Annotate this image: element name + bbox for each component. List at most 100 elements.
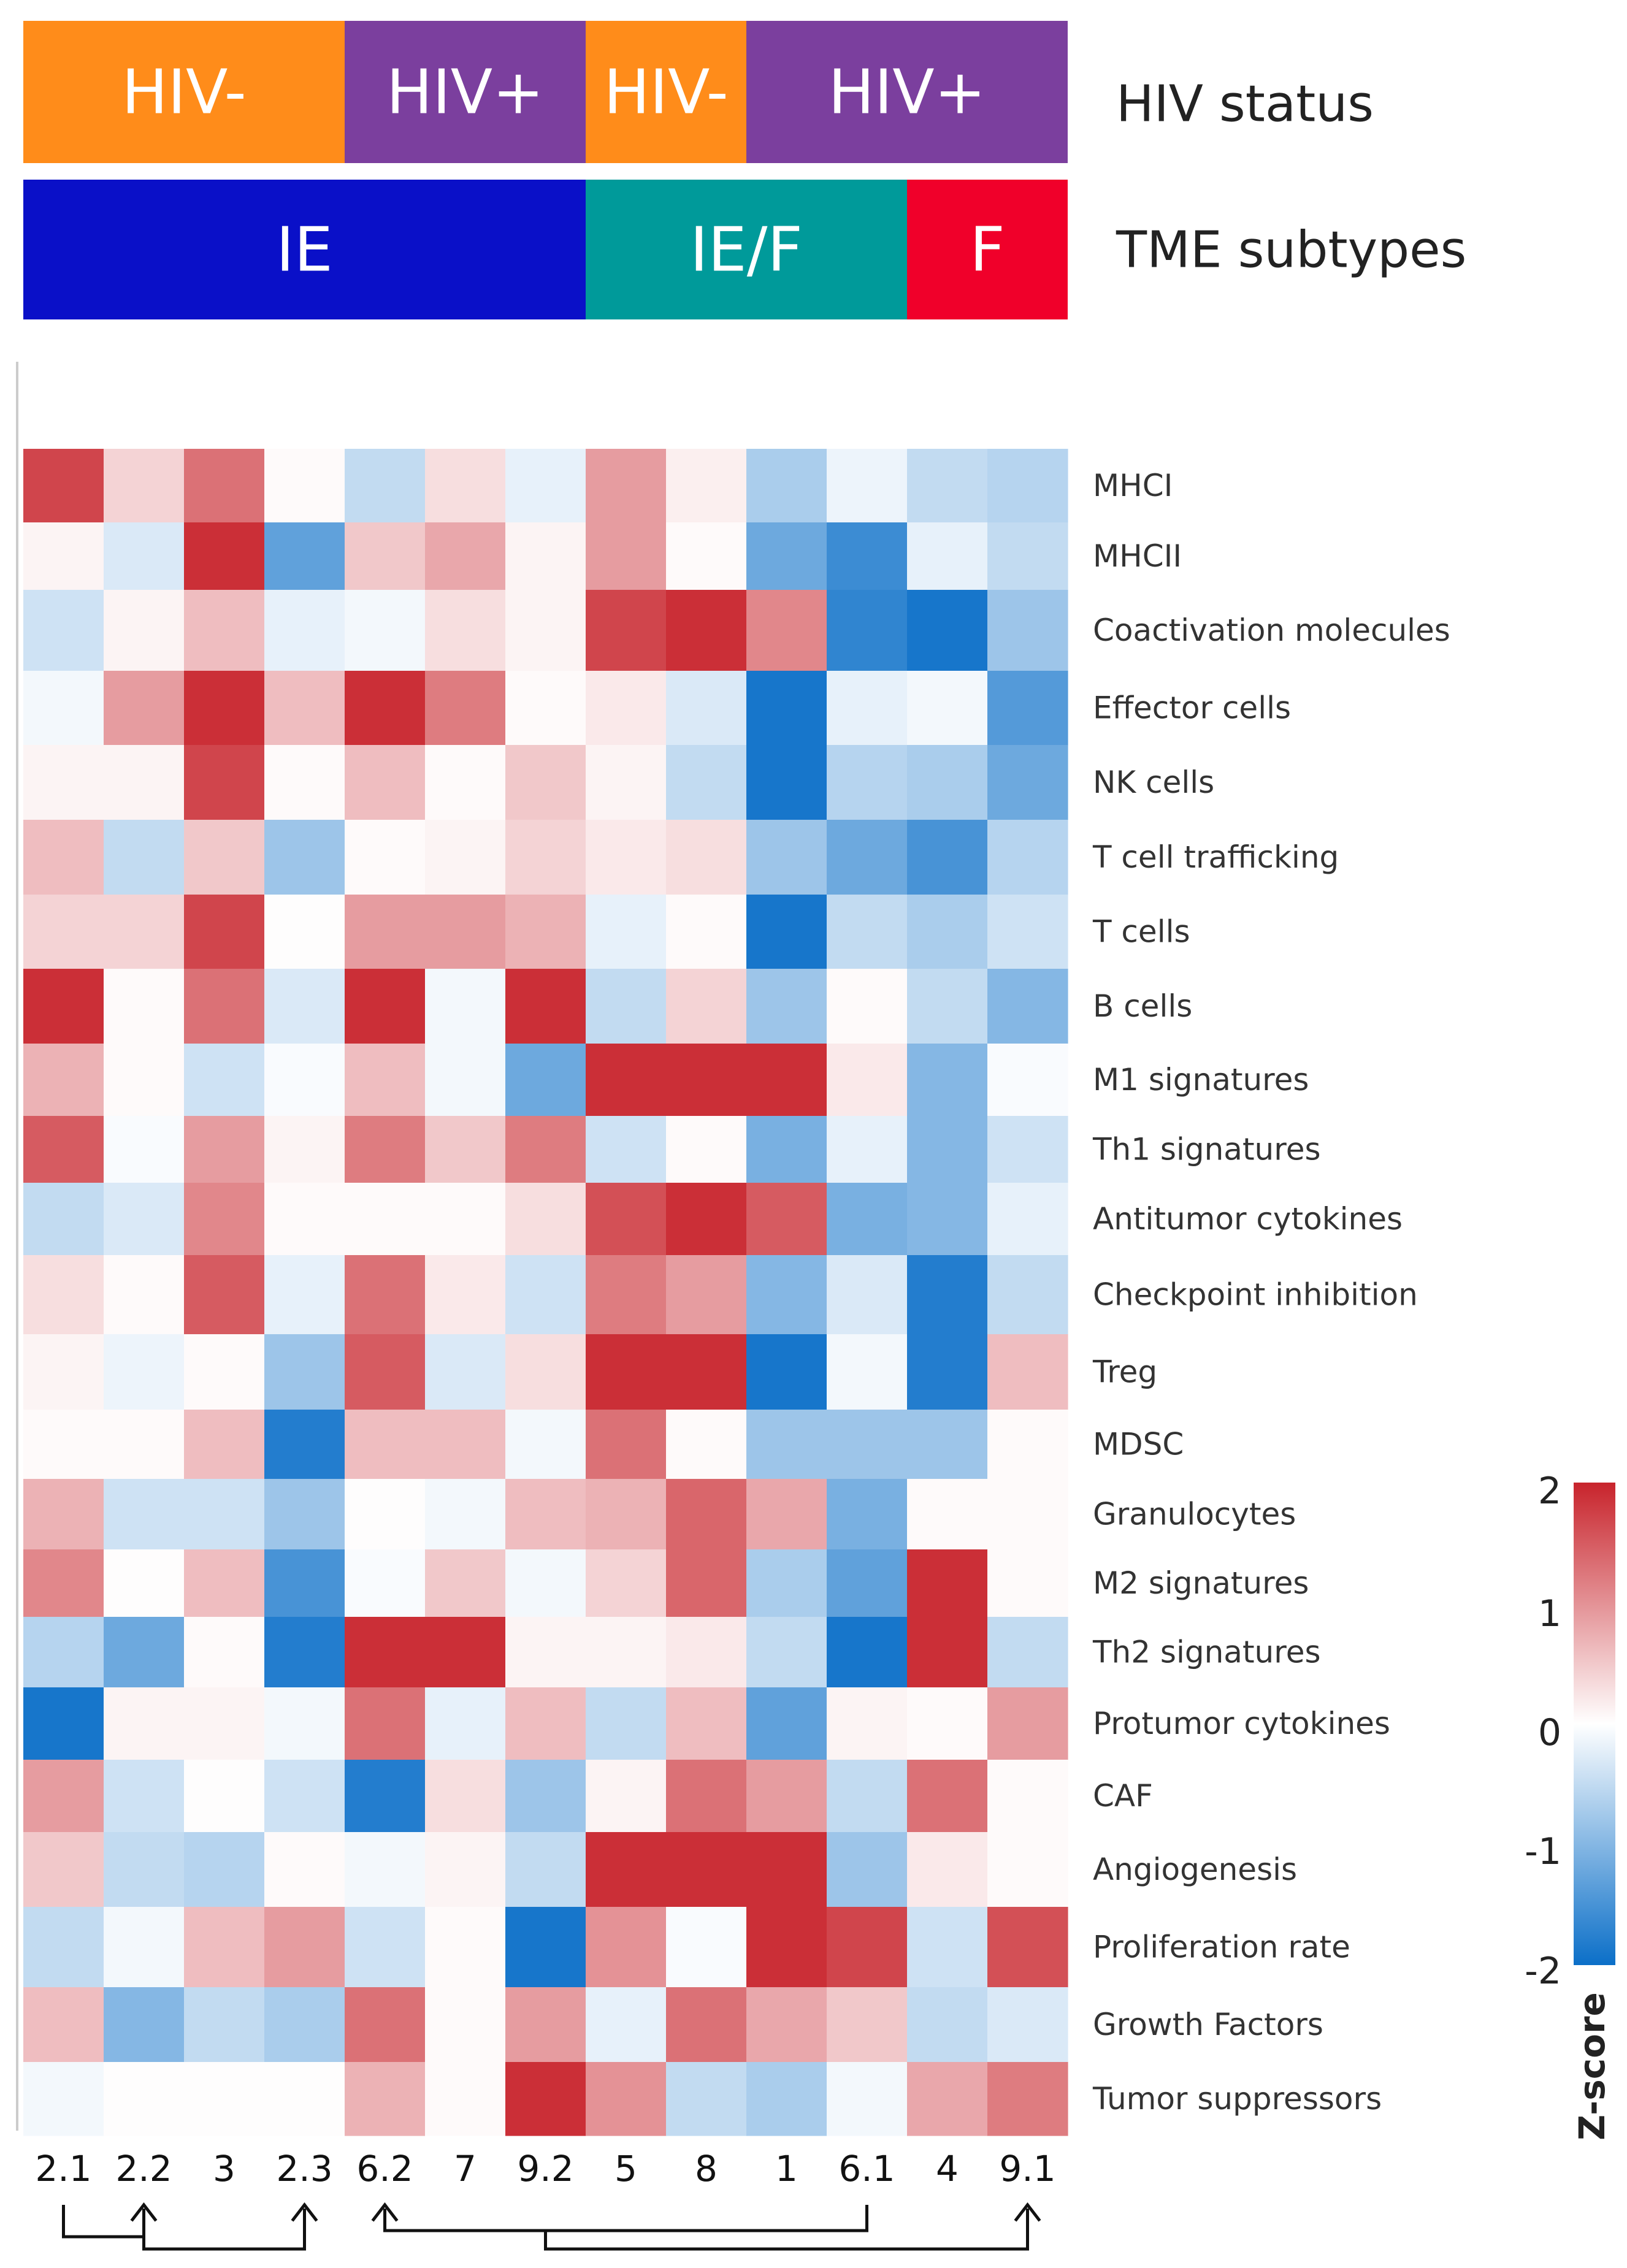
heatmap-cell bbox=[586, 522, 667, 590]
heatmap-cell bbox=[827, 1987, 908, 2063]
heatmap-cell bbox=[264, 1479, 345, 1550]
heatmap-cell bbox=[184, 1907, 265, 1988]
heatmap-cell bbox=[746, 1044, 827, 1117]
heatmap-cell bbox=[104, 449, 185, 523]
connector-6-1-6-2 bbox=[383, 2205, 868, 2232]
heatmap-cell bbox=[425, 820, 506, 895]
heatmap-cell bbox=[907, 895, 988, 969]
heatmap-cell bbox=[827, 895, 908, 969]
heatmap-cell bbox=[746, 1183, 827, 1256]
heatmap-cell bbox=[746, 1410, 827, 1480]
heatmap-cell bbox=[666, 1617, 747, 1688]
heatmap-cell bbox=[666, 969, 747, 1044]
column-label: 4 bbox=[936, 2148, 959, 2190]
heatmap-cell bbox=[184, 1044, 265, 1117]
heatmap-cell bbox=[907, 449, 988, 523]
heatmap-cell bbox=[184, 590, 265, 671]
annotation-segment-label: IE/F bbox=[690, 214, 803, 286]
heatmap-cell bbox=[505, 1617, 586, 1688]
annotation-segment-label: HIV- bbox=[121, 56, 246, 128]
heatmap-cell bbox=[104, 2062, 185, 2136]
heatmap-cell bbox=[987, 522, 1068, 590]
colorbar-gradient bbox=[1574, 1483, 1615, 1965]
heatmap-cell bbox=[586, 1044, 667, 1117]
column-label: 6.1 bbox=[838, 2148, 895, 2190]
heatmap-cell bbox=[827, 590, 908, 671]
heatmap-cell bbox=[345, 1255, 426, 1335]
heatmap-cell bbox=[827, 671, 908, 746]
heatmap-cell bbox=[264, 671, 345, 746]
column-label: 2.3 bbox=[276, 2148, 332, 2190]
heatmap-cell bbox=[666, 1549, 747, 1617]
heatmap-cell bbox=[666, 1987, 747, 2063]
heatmap-cell bbox=[746, 820, 827, 895]
heatmap-cell bbox=[425, 1617, 506, 1688]
row-label-mhcii: MHCII bbox=[1093, 538, 1182, 574]
heatmap-cell bbox=[23, 590, 104, 671]
heatmap-cell bbox=[505, 2062, 586, 2136]
column-label: 2.2 bbox=[115, 2148, 172, 2190]
heatmap-cell bbox=[505, 820, 586, 895]
heatmap-cell bbox=[666, 820, 747, 895]
heatmap-cell bbox=[907, 1687, 988, 1760]
annotation-bar-title: TME subtypes bbox=[1116, 221, 1466, 280]
annotation-bar-title: HIV status bbox=[1116, 75, 1374, 134]
heatmap-cell bbox=[907, 1044, 988, 1117]
heatmap-cell bbox=[666, 671, 747, 746]
row-label-growth-factors: Growth Factors bbox=[1093, 2007, 1323, 2042]
row-label-treg: Treg bbox=[1092, 1354, 1157, 1390]
heatmap-cell bbox=[505, 1183, 586, 1256]
column-label: 9.2 bbox=[517, 2148, 573, 2190]
heatmap-cell bbox=[666, 522, 747, 590]
heatmap-cell bbox=[425, 969, 506, 1044]
heatmap-cell bbox=[184, 1687, 265, 1760]
heatmap-cell bbox=[907, 820, 988, 895]
heatmap-cell bbox=[505, 1334, 586, 1410]
heatmap-cell bbox=[746, 2062, 827, 2136]
heatmap-cell bbox=[23, 1617, 104, 1688]
heatmap-cell bbox=[746, 671, 827, 746]
column-label: 8 bbox=[695, 2148, 718, 2190]
heatmap-cell bbox=[23, 1116, 104, 1183]
heatmap-cell bbox=[264, 1907, 345, 1988]
row-labels: MHCI MHCII Coactivation molecules Effector … bbox=[1092, 468, 1450, 2117]
heatmap-cell bbox=[666, 1410, 747, 1480]
heatmap-cell bbox=[586, 590, 667, 671]
heatmap-cell bbox=[264, 1760, 345, 1833]
heatmap-cell bbox=[907, 522, 988, 590]
heatmap-cell bbox=[746, 1907, 827, 1988]
heatmap-cell bbox=[184, 1183, 265, 1256]
heatmap-cell bbox=[104, 1549, 185, 1617]
heatmap-cell bbox=[425, 1044, 506, 1117]
heatmap-cell bbox=[827, 1183, 908, 1256]
heatmap-cell bbox=[666, 1479, 747, 1550]
heatmap-cell bbox=[987, 1907, 1068, 1988]
heatmap-cell bbox=[827, 969, 908, 1044]
heatmap-cell bbox=[104, 1832, 185, 1907]
heatmap-cell bbox=[264, 1255, 345, 1335]
heatmap-cell bbox=[907, 671, 988, 746]
heatmap-cell bbox=[23, 1987, 104, 2063]
heatmap-cell bbox=[345, 522, 426, 590]
heatmap-cell bbox=[505, 671, 586, 746]
heatmap-cell bbox=[666, 745, 747, 820]
heatmap-cell bbox=[505, 1832, 586, 1907]
heatmap-cell bbox=[746, 745, 827, 820]
heatmap-cell bbox=[746, 1832, 827, 1907]
heatmap-cell bbox=[345, 671, 426, 746]
heatmap-cell bbox=[746, 1617, 827, 1688]
heatmap-cell bbox=[425, 1255, 506, 1335]
heatmap-cell bbox=[987, 1479, 1068, 1550]
heatmap-cell bbox=[425, 1987, 506, 2063]
heatmap-cell bbox=[104, 1987, 185, 2063]
colorbar-tick: -2 bbox=[1525, 1950, 1561, 1993]
heatmap-cell bbox=[746, 1987, 827, 2063]
heatmap-cell bbox=[264, 1410, 345, 1480]
heatmap-cell bbox=[345, 1410, 426, 1480]
heatmap-cell bbox=[907, 1760, 988, 1833]
row-label-m1-signatures: M1 signatures bbox=[1093, 1062, 1309, 1098]
heatmap-cell bbox=[987, 1987, 1068, 2063]
heatmap-cell bbox=[987, 745, 1068, 820]
heatmap-cell bbox=[264, 1549, 345, 1617]
